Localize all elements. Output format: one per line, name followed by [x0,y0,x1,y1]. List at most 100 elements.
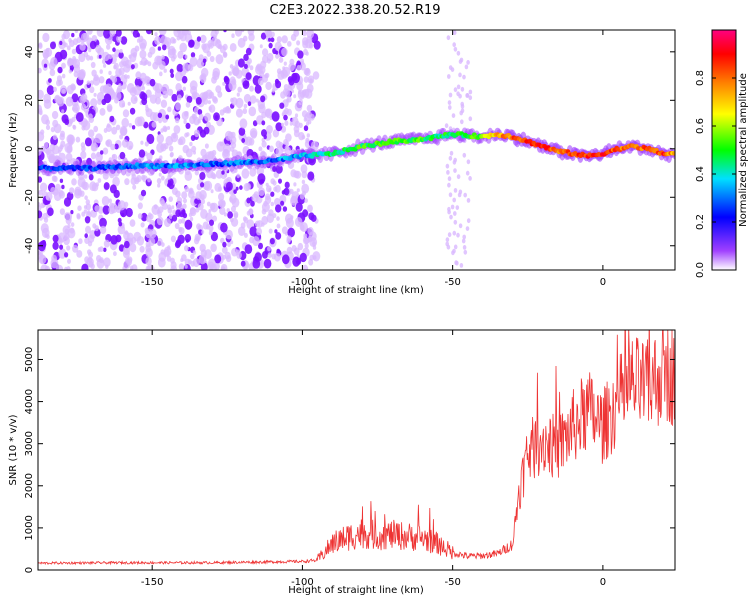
noise-speck [46,85,55,96]
noise-speck [243,103,248,109]
noise-speck [136,38,141,43]
noise-speck [156,178,162,184]
colorbar-gradient [712,30,736,270]
noise-speck [55,264,64,270]
spectrogram-ticks: -150 -100 -50 0 -40 -20 0 20 40 [24,30,675,288]
noise-speck [208,106,212,111]
noise-speck [185,122,191,129]
noise-speck [227,242,231,248]
noise-speck [48,155,55,164]
noise-speck [95,182,100,187]
noise-speck [59,40,63,46]
noise-speck [242,216,247,222]
noise-speck [188,187,194,195]
noise-speck [284,145,289,151]
noise-speck [459,263,464,268]
noise-speck [83,205,88,210]
spectrogram-panel: -150 -100 -50 0 -40 -20 0 20 40 Height of straig… [8,29,676,296]
noise-speck [233,211,239,218]
noise-speck [260,32,267,40]
noise-speck [163,249,170,258]
noise-speck [305,67,311,74]
noise-speck [220,237,225,244]
noise-speck [230,131,236,139]
x-tick-label: -50 [444,277,460,288]
noise-speck [80,150,87,159]
y-tick-label: 4000 [24,389,35,414]
noise-speck [280,200,285,206]
noise-speck [210,202,219,213]
noise-speck [456,50,461,56]
noise-speck [201,155,208,164]
noise-speck [452,197,457,203]
noise-speck [458,223,463,229]
noise-speck [64,228,69,235]
noise-speck [459,110,464,116]
noise-speck [200,198,206,205]
noise-speck [201,67,209,78]
noise-speck [147,61,152,67]
noise-speck [244,244,253,255]
noise-speck [164,218,171,228]
noise-speck [51,110,59,120]
noise-speck [65,152,73,162]
noise-speck [81,103,87,111]
noise-speck [91,142,98,152]
noise-speck [68,118,74,124]
noise-speck [468,95,473,101]
noise-speck [456,84,461,90]
noise-speck [243,93,252,104]
noise-speck [274,229,278,234]
noise-speck [281,112,285,117]
noise-speck [198,254,207,265]
noise-speck [301,179,306,185]
noise-speck [175,209,182,217]
noise-speck [159,30,167,36]
noise-speck [53,191,62,202]
noise-speck [458,72,462,78]
noise-speck [160,175,165,181]
noise-speck [118,99,126,108]
noise-speck [221,266,226,270]
noise-speck [154,36,161,45]
noise-speck [108,70,112,76]
noise-speck [184,234,192,243]
noise-speck [286,108,292,116]
noise-speck [184,132,189,138]
noise-speck [103,247,107,252]
noise-speck [242,80,250,89]
noise-speck [259,44,263,49]
noise-speck [99,217,107,228]
noise-speck [159,155,163,160]
noise-speck [284,181,290,189]
noise-speck [468,176,472,181]
noise-speck [38,176,43,183]
noise-speck [262,251,268,259]
noise-speck [448,65,453,70]
noise-speck [263,200,268,207]
noise-speck [310,140,319,151]
noise-speck [281,47,288,57]
noise-speck [53,86,57,92]
noise-speck [462,245,467,250]
noise-speck [57,66,63,74]
noise-speck [116,35,122,43]
noise-speck [59,178,64,183]
y-tick-label: 2000 [24,473,35,498]
noise-speck [453,87,458,93]
noise-speck [82,181,90,191]
noise-speck [200,209,208,219]
noise-speck [304,198,308,204]
noise-speck [462,152,467,158]
noise-speck [185,101,191,108]
noise-speck [151,121,157,128]
noise-speck [188,39,195,48]
noise-speck [456,174,461,180]
noise-speck [116,206,121,213]
y-tick-label: -20 [24,189,35,205]
noise-speck [146,152,153,161]
noise-speck [154,83,163,94]
noise-speck [272,180,277,186]
noise-speck [40,240,47,249]
noise-speck [181,75,188,84]
